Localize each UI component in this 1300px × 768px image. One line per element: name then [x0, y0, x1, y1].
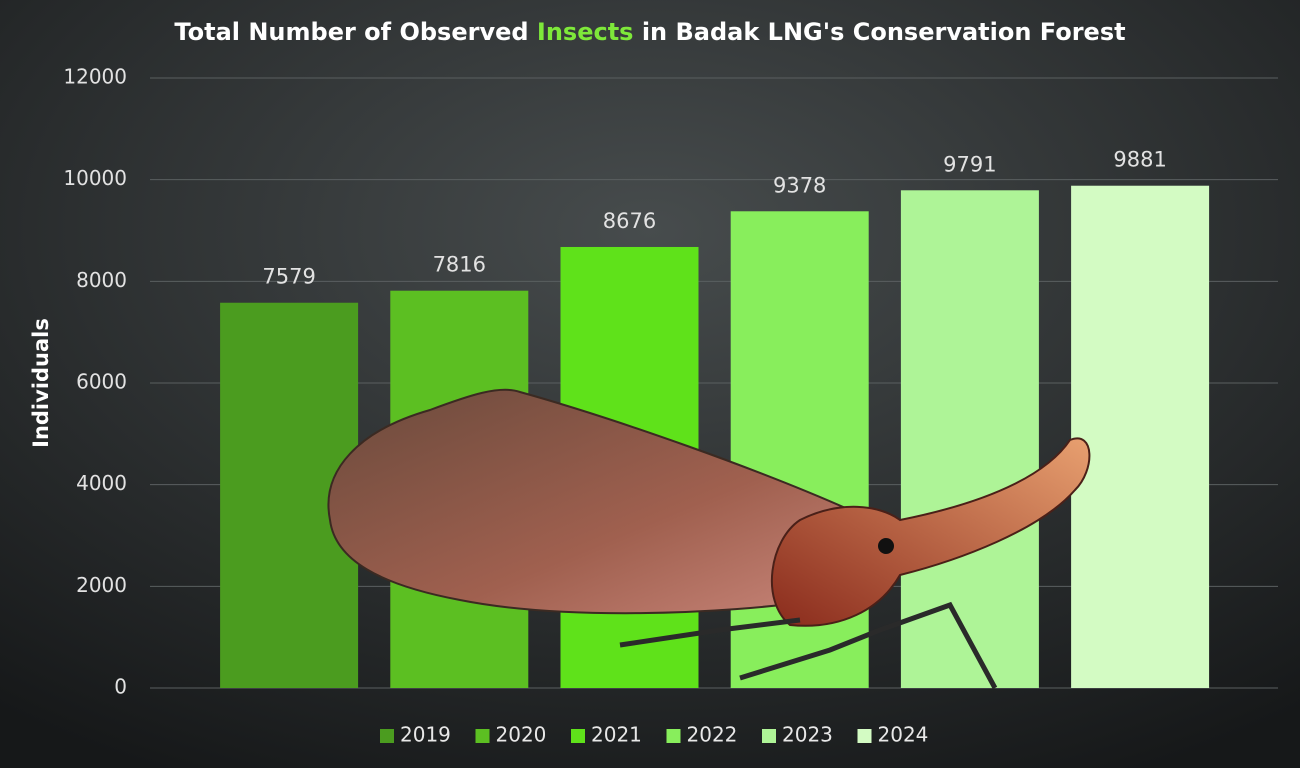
y-tick-label: 0 [114, 675, 127, 699]
legend-swatch [857, 729, 872, 743]
title-part: Insects [537, 18, 634, 46]
legend-swatch [571, 729, 585, 743]
y-tick-label: 4000 [76, 471, 127, 495]
legend-label: 2020 [496, 723, 547, 747]
bar [1071, 185, 1210, 689]
legend-swatch [380, 729, 394, 743]
legend-label: 2021 [591, 723, 642, 747]
y-tick-label: 10000 [63, 166, 127, 190]
title-part: Total Number of Observed [174, 18, 536, 46]
y-tick-label: 2000 [76, 573, 127, 597]
data-label: 9881 [1113, 148, 1166, 172]
legend-label: 2023 [782, 723, 833, 747]
legend-swatch [762, 729, 776, 743]
legend-swatch [666, 729, 681, 743]
data-label: 9791 [943, 152, 996, 176]
y-tick-label: 12000 [63, 65, 127, 89]
title-part: in Badak LNG's Conservation Forest [633, 18, 1125, 46]
y-tick-label: 6000 [76, 370, 127, 394]
data-label: 7816 [433, 253, 486, 277]
y-tick-label: 8000 [76, 268, 127, 292]
data-label: 9378 [773, 173, 826, 197]
bar [900, 190, 1039, 688]
legend-swatch [475, 729, 490, 743]
legend-label: 2024 [878, 723, 929, 747]
data-label: 7579 [262, 265, 315, 289]
y-axis-label: Individuals [29, 318, 53, 448]
legend-label: 2019 [400, 723, 451, 747]
legend-label: 2022 [687, 723, 738, 747]
data-label: 8676 [603, 209, 656, 233]
chart-title: Total Number of Observed Insects in Bada… [174, 18, 1125, 46]
insect-illustration [327, 388, 1091, 690]
legend: 2019 2020 2021 2022 2023 2024 [380, 723, 928, 747]
